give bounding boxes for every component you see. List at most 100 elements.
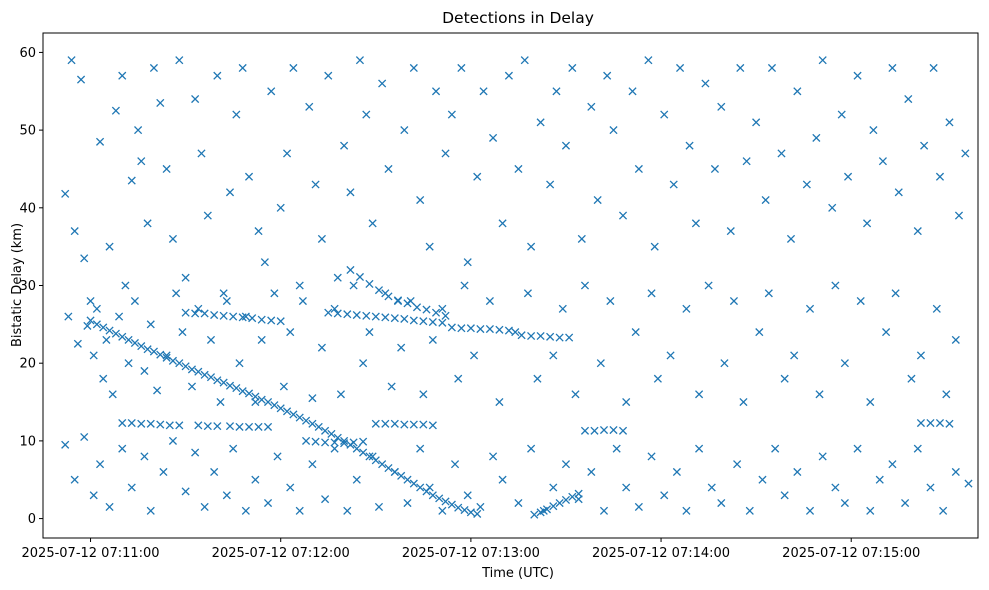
data-point-stroke	[466, 508, 475, 517]
x-tick-label: 2025-07-12 07:15:00	[782, 546, 920, 561]
data-point	[257, 315, 266, 324]
data-point	[672, 467, 681, 477]
data-point-stroke	[140, 366, 149, 376]
data-point	[457, 63, 466, 73]
data-point	[920, 141, 929, 150]
data-point	[359, 437, 368, 446]
data-point-stroke	[618, 211, 628, 220]
data-point	[187, 382, 197, 391]
data-point	[843, 172, 853, 181]
data-point-stroke	[200, 309, 209, 318]
data-point-stroke	[330, 438, 339, 447]
data-point-stroke	[127, 483, 136, 492]
data-point-stroke	[438, 506, 447, 515]
data-point	[311, 180, 320, 189]
data-point	[181, 362, 190, 371]
data-point	[793, 87, 802, 96]
data-point	[466, 508, 475, 517]
data-point	[371, 419, 380, 428]
data-point-stroke	[251, 392, 260, 401]
data-point-stroke	[263, 422, 273, 431]
data-point-stroke	[431, 87, 441, 96]
data-point-stroke	[926, 483, 935, 492]
data-point	[349, 438, 358, 447]
data-point	[666, 351, 675, 360]
data-point	[244, 172, 254, 181]
data-point-stroke	[308, 419, 317, 428]
data-point-stroke	[99, 323, 108, 332]
data-point	[295, 281, 304, 290]
data-point-stroke	[162, 164, 171, 174]
data-point	[181, 308, 190, 317]
data-point	[878, 157, 887, 166]
data-point	[371, 312, 380, 321]
data-point	[812, 133, 821, 142]
data-point	[146, 506, 155, 515]
data-point	[83, 321, 92, 330]
data-point	[295, 413, 304, 422]
data-point	[263, 397, 273, 407]
data-point	[450, 460, 460, 469]
data-point-stroke	[203, 211, 212, 220]
data-point-stroke	[561, 141, 571, 150]
data-point-stroke	[355, 272, 365, 282]
data-point	[225, 381, 235, 390]
data-point-stroke	[964, 479, 973, 488]
data-point	[590, 426, 599, 435]
data-point-stroke	[742, 157, 751, 166]
data-point	[549, 351, 558, 360]
data-point-stroke	[489, 452, 498, 461]
data-point-stroke	[99, 374, 108, 383]
data-point	[146, 419, 155, 428]
data-point-stroke	[222, 491, 231, 500]
data-point	[460, 505, 469, 515]
data-point-stroke	[83, 321, 92, 330]
data-point-stroke	[527, 242, 536, 251]
data-point-stroke	[818, 56, 827, 65]
data-point-stroke	[324, 71, 333, 80]
data-point	[533, 374, 542, 383]
data-point-stroke	[726, 227, 735, 236]
data-point-stroke	[542, 505, 552, 514]
data-point	[422, 305, 431, 314]
data-point-stroke	[866, 506, 875, 515]
data-point-stroke	[165, 421, 174, 430]
data-point-stroke	[118, 71, 127, 80]
data-point-stroke	[454, 503, 463, 512]
data-point-stroke	[295, 413, 304, 422]
data-point-stroke	[409, 63, 418, 73]
data-point-stroke	[555, 333, 564, 342]
data-point	[717, 102, 726, 111]
data-point	[400, 420, 409, 429]
data-point	[286, 328, 295, 337]
data-point-stroke	[314, 422, 323, 431]
data-point-stroke	[302, 436, 311, 445]
data-point-stroke	[324, 308, 333, 317]
data-point-stroke	[805, 304, 815, 313]
data-point-stroke	[527, 444, 536, 453]
data-point-stroke	[758, 475, 767, 484]
data-point-stroke	[194, 421, 203, 430]
data-point-stroke	[175, 421, 184, 430]
data-point-stroke	[263, 498, 273, 508]
data-point	[105, 502, 114, 511]
data-point-stroke	[127, 176, 136, 185]
data-point	[181, 273, 190, 282]
data-point	[438, 506, 447, 515]
data-point	[343, 310, 352, 319]
data-point-stroke	[691, 219, 700, 228]
data-point	[777, 149, 786, 158]
data-point-stroke	[473, 172, 482, 181]
data-point	[365, 279, 374, 289]
data-point-stroke	[546, 180, 555, 189]
data-point	[137, 342, 146, 351]
data-point	[913, 227, 922, 236]
data-point-stroke	[365, 328, 374, 337]
data-point-stroke	[916, 418, 926, 428]
data-point-stroke	[70, 227, 79, 236]
data-point-stroke	[409, 479, 418, 488]
data-point-stroke	[400, 126, 409, 135]
data-point-stroke	[438, 318, 447, 327]
data-point-stroke	[856, 296, 865, 306]
data-point-stroke	[888, 63, 897, 73]
